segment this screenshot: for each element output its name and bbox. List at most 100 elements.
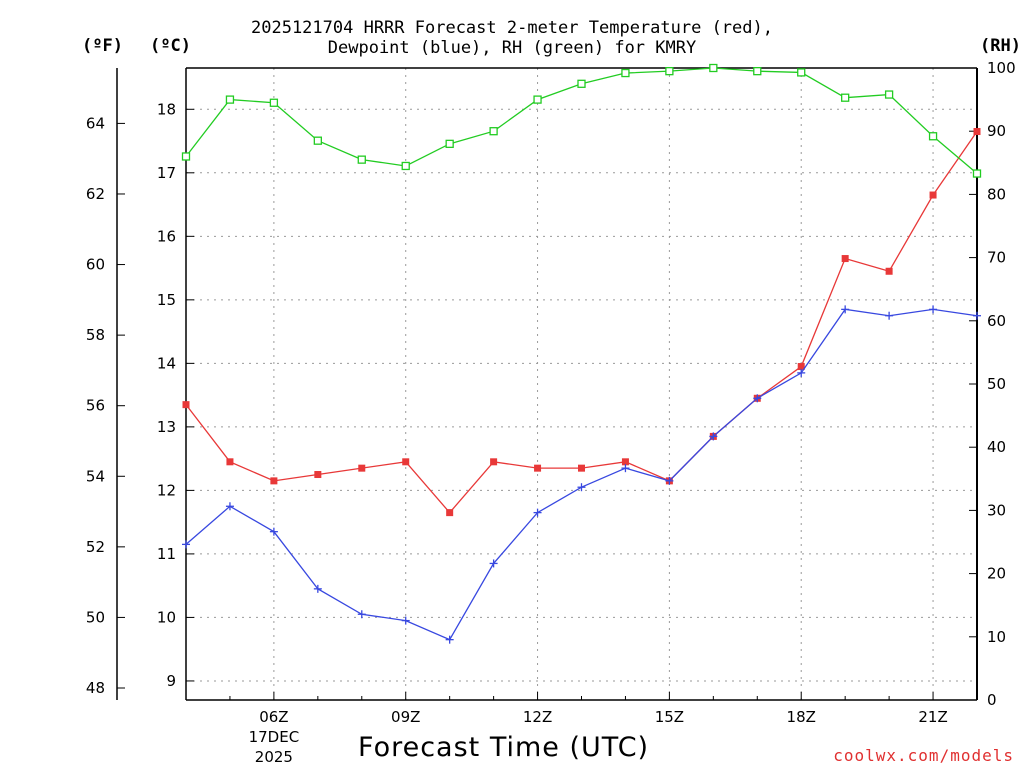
dewpoint-point bbox=[621, 464, 630, 473]
celsius-tick-label: 12 bbox=[157, 481, 176, 499]
dewpoint-point bbox=[709, 432, 718, 441]
fahrenheit-tick-label: 56 bbox=[86, 397, 105, 415]
rh-point bbox=[181, 152, 191, 161]
x-tick-label: 12Z bbox=[523, 708, 552, 726]
temperature-point bbox=[182, 401, 190, 409]
dewpoint-line bbox=[185, 308, 978, 641]
series-layer bbox=[181, 63, 982, 644]
temperature-point bbox=[885, 267, 893, 275]
temperature-point bbox=[973, 128, 981, 136]
celsius-tick-label: 9 bbox=[166, 672, 176, 690]
rh-tick-label: 30 bbox=[987, 501, 1006, 519]
temperature-point bbox=[929, 191, 937, 199]
x-tick-label: 06Z bbox=[259, 708, 288, 726]
date-label-year: 2025 bbox=[255, 748, 293, 766]
x-tick-label: 09Z bbox=[391, 708, 420, 726]
rh-point bbox=[445, 139, 454, 148]
rh-point bbox=[401, 161, 410, 171]
x-tick-labels: 06Z 09Z 12Z 15Z 18Z 21Z 17DEC 2025 bbox=[249, 708, 948, 766]
dewpoint-point bbox=[401, 616, 410, 625]
temperature-point bbox=[270, 477, 278, 485]
rh-point bbox=[928, 132, 938, 141]
x-axis-title: Forecast Time (UTC) bbox=[358, 732, 650, 763]
temperature-point bbox=[314, 471, 322, 479]
rh-tick-label: 40 bbox=[987, 438, 1006, 456]
rh-point bbox=[797, 68, 806, 77]
rh-point bbox=[665, 67, 674, 76]
dewpoint-point bbox=[841, 305, 850, 314]
rh-tick-label: 70 bbox=[987, 249, 1006, 267]
rh-point bbox=[972, 169, 982, 178]
dewpoint-point bbox=[797, 368, 806, 377]
celsius-tick-label: 16 bbox=[157, 227, 176, 245]
rh-tick-label: 10 bbox=[987, 628, 1006, 646]
rh-tick-label: 60 bbox=[987, 312, 1006, 330]
chart-title-line-1: 2025121704 HRRR Forecast 2-meter Tempera… bbox=[251, 18, 773, 38]
temperature-point bbox=[534, 464, 542, 472]
grid-layer bbox=[186, 68, 977, 700]
dewpoint-point bbox=[577, 483, 586, 492]
temperature-point bbox=[841, 255, 849, 263]
axes-layer bbox=[116, 67, 978, 701]
rh-point bbox=[753, 67, 762, 76]
temperature-line bbox=[185, 131, 978, 514]
fahrenheit-tick-label: 48 bbox=[86, 679, 105, 697]
fahrenheit-tick-label: 58 bbox=[86, 326, 105, 344]
celsius-tick-label: 15 bbox=[157, 291, 176, 309]
rh-point bbox=[357, 155, 366, 164]
rh-point bbox=[225, 95, 235, 104]
fahrenheit-tick-label: 52 bbox=[86, 538, 105, 556]
celsius-unit-label: (ºC) bbox=[150, 36, 191, 56]
temperature-point bbox=[446, 509, 454, 517]
fahrenheit-tick-label: 64 bbox=[86, 114, 105, 132]
fahrenheit-tick-label: 50 bbox=[86, 608, 105, 626]
celsius-tick-label: 11 bbox=[157, 545, 176, 563]
dewpoint-point bbox=[665, 476, 674, 485]
rh-point bbox=[489, 127, 498, 136]
rh-tick-label: 20 bbox=[987, 565, 1006, 583]
fahrenheit-unit-label: (ºF) bbox=[82, 36, 123, 56]
celsius-tick-label: 10 bbox=[157, 608, 176, 626]
dewpoint-point bbox=[533, 508, 542, 517]
x-tick-label: 18Z bbox=[787, 708, 816, 726]
x-tick-label: 15Z bbox=[655, 708, 684, 726]
celsius-tick-label: 18 bbox=[157, 100, 176, 118]
rh-unit-label: (RH) bbox=[980, 36, 1021, 56]
dewpoint-point bbox=[445, 635, 454, 644]
date-label-month: 17DEC bbox=[249, 728, 300, 746]
dewpoint-point bbox=[269, 527, 278, 536]
rh-point bbox=[884, 90, 894, 99]
temperature-point bbox=[358, 464, 366, 472]
rh-tick-label: 90 bbox=[987, 122, 1006, 140]
rh-point bbox=[533, 95, 542, 104]
dewpoint-point bbox=[225, 502, 234, 511]
rh-tick-label: 100 bbox=[987, 59, 1016, 77]
rh-tick-label: 0 bbox=[987, 691, 997, 709]
dewpoint-point bbox=[357, 610, 366, 619]
rh-tick-label: 50 bbox=[987, 375, 1006, 393]
rh-tick-label: 80 bbox=[987, 185, 1006, 203]
celsius-tick-label: 13 bbox=[157, 418, 176, 436]
temperature-point bbox=[578, 464, 585, 472]
rh-point bbox=[621, 68, 630, 78]
temperature-point bbox=[402, 458, 410, 466]
dewpoint-point bbox=[489, 559, 498, 568]
ticks-layer: 9 10 11 12 13 14 15 16 17 18 48 50 52 54 56 58 60 62 64 0 10… bbox=[86, 59, 1016, 709]
dewpoint-point bbox=[973, 311, 981, 320]
rh-point bbox=[709, 63, 718, 73]
dewpoint-point bbox=[885, 311, 894, 320]
source-credit: coolwx.com/models bbox=[833, 746, 1014, 765]
dewpoint-point bbox=[929, 305, 938, 314]
temperature-point bbox=[490, 458, 498, 466]
chart-title-line-2: Dewpoint (blue), RH (green) for KMRY bbox=[327, 38, 697, 58]
rh-point bbox=[313, 136, 322, 145]
rh-point bbox=[269, 98, 279, 107]
fahrenheit-tick-label: 54 bbox=[86, 467, 105, 485]
rh-point bbox=[577, 79, 586, 88]
celsius-tick-label: 14 bbox=[157, 354, 176, 372]
fahrenheit-tick-label: 60 bbox=[86, 256, 105, 274]
fahrenheit-tick-label: 62 bbox=[86, 185, 105, 203]
celsius-tick-label: 17 bbox=[157, 164, 176, 182]
dewpoint-point bbox=[313, 584, 322, 593]
